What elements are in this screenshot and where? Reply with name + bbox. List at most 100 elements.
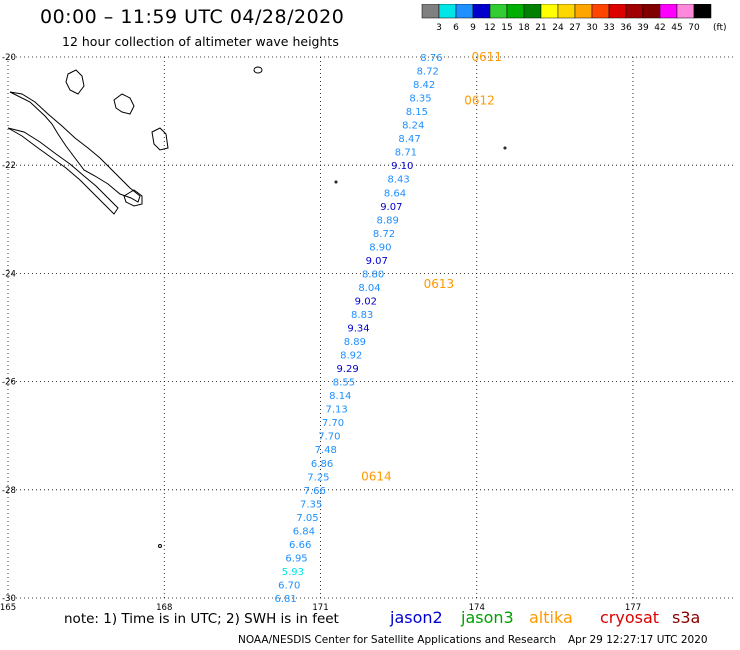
colorbar-tick-label: 27 [569, 23, 580, 32]
swh-value: 7.25 [307, 472, 329, 483]
swh-value: 8.72 [373, 229, 395, 240]
pass-time-label: 0611 [472, 50, 503, 64]
swh-value: 9.07 [380, 202, 402, 213]
latitude-tick-label: -30 [2, 594, 16, 604]
legend-jason2: jason2 [390, 608, 443, 627]
swh-value: 8.90 [369, 242, 391, 253]
page-title: 00:00 – 11:59 UTC 04/28/2020 [40, 6, 345, 28]
belep-island [65, 69, 85, 95]
swh-value: 7.66 [304, 486, 326, 497]
pass-time-label: 0614 [361, 469, 392, 483]
swh-value: 6.95 [285, 553, 307, 564]
swh-value: 9.29 [336, 364, 358, 375]
units-note: note: 1) Time is in UTC; 2) SWH is in fe… [64, 611, 339, 627]
loyalty-island-1 [113, 93, 135, 115]
colorbar-tick-label: 39 [637, 23, 649, 32]
swh-value: 7.05 [296, 513, 318, 524]
legend-altika: altika [529, 608, 573, 627]
swh-value: 6.70 [278, 580, 300, 591]
colorbar-tick-label: 18 [518, 23, 530, 32]
swh-value: 8.76 [420, 53, 442, 64]
longitude-tick-label: 171 [312, 603, 328, 613]
matthew-island [334, 180, 338, 184]
swh-value: 6.84 [293, 526, 315, 537]
colorbar-tick-label: 12 [484, 23, 495, 32]
swh-value: 9.07 [366, 256, 388, 267]
swh-value: 7.70 [318, 432, 340, 443]
lat-lon-grid [7, 56, 736, 599]
swh-value: 8.83 [351, 310, 373, 321]
grande-terre-inner-coast [7, 127, 119, 215]
swh-value: 8.04 [358, 283, 380, 294]
swh-value: 6.66 [289, 540, 311, 551]
swh-value: 8.47 [398, 134, 420, 145]
swh-value: 7.35 [300, 499, 322, 510]
latitude-tick-label: -20 [2, 53, 16, 63]
credit-footer: NOAA/NESDIS Center for Satellite Applica… [238, 634, 556, 646]
colorbar-tick-label: 30 [586, 23, 598, 32]
swh-value: 8.89 [377, 215, 399, 226]
coastline [7, 66, 507, 548]
colorbar-tick-label: 45 [671, 23, 682, 32]
swh-value: 9.34 [347, 324, 369, 335]
loyalty-island-3 [123, 189, 143, 207]
swh-value: 6.86 [311, 459, 333, 470]
generation-timestamp: Apr 29 12:27:17 UTC 2020 [568, 634, 708, 646]
swh-value: 8.14 [329, 391, 351, 402]
axis-tick-labels: 165 168 171 174 177 -20 -22 -24 -26 -28 -30 [0, 53, 641, 613]
swh-value: 7.13 [326, 405, 348, 416]
new-caledonia-coast [9, 91, 141, 203]
swh-value: 8.72 [417, 67, 439, 78]
latitude-tick-label: -24 [2, 269, 16, 279]
hunter-island [503, 146, 507, 150]
longitude-tick-label: 168 [156, 603, 172, 613]
colorbar-tick-label: 21 [535, 23, 546, 32]
colorbar-tick-label: 24 [552, 23, 564, 32]
legend-jason3: jason3 [461, 608, 514, 627]
wave-height-colorbar: 3 6 9 12 15 18 21 24 27 30 33 36 39 42 45 70 (ft) [421, 4, 727, 32]
colorbar-tick-label: 15 [501, 23, 512, 32]
pass-time-labels: 0611 0612 0613 0614 [361, 50, 502, 483]
colorbar-tick-label: 36 [620, 23, 632, 32]
swh-value: 7.48 [315, 445, 337, 456]
colorbar-tick-label: 42 [654, 23, 665, 32]
pass-time-label: 0612 [464, 93, 495, 107]
colorbar-tick-label: 70 [688, 23, 700, 32]
swh-value: 8.15 [406, 107, 428, 118]
loyalty-island-2 [151, 127, 169, 151]
latitude-tick-label: -26 [2, 378, 16, 388]
colorbar-unit-label: (ft) [713, 23, 727, 32]
swh-value: 8.35 [409, 94, 431, 105]
colorbar-tick-label: 6 [453, 23, 459, 32]
swh-value: 8.92 [340, 351, 362, 362]
latitude-tick-label: -28 [2, 486, 16, 496]
swh-value: 8.55 [333, 378, 355, 389]
colorbar-tick-label: 9 [470, 23, 476, 32]
map-frame [8, 57, 736, 598]
latitude-tick-label: -22 [2, 161, 16, 171]
pass-time-label: 0613 [424, 277, 455, 291]
colorbar-swatch [693, 4, 712, 19]
longitude-tick-label: 177 [625, 603, 641, 613]
swh-value: 8.71 [395, 148, 417, 159]
longitude-tick-label: 174 [469, 603, 485, 613]
swh-value: 7.70 [322, 418, 344, 429]
swh-value: 9.10 [391, 161, 413, 172]
legend-cryosat: cryosat [600, 608, 660, 627]
norfolk-area-island [158, 544, 162, 548]
walpole-island [253, 66, 263, 74]
swh-value: 8.80 [362, 269, 384, 280]
swh-value: 5.93 [282, 567, 304, 578]
swh-value: 8.89 [344, 337, 366, 348]
swh-value: 8.64 [384, 188, 406, 199]
longitude-tick-label: 165 [0, 603, 16, 613]
page-subtitle: 12 hour collection of altimeter wave hei… [62, 34, 339, 49]
swh-value: 8.43 [387, 175, 409, 186]
swh-value: 8.42 [413, 80, 435, 91]
swh-value: 8.24 [402, 121, 424, 132]
wave-height-labels: 8.76 8.72 8.42 8.35 8.15 8.24 8.47 8.71 9.10 8.43… [274, 53, 442, 605]
swh-value: 6.81 [274, 594, 296, 605]
legend-s3a: s3a [672, 608, 701, 627]
swh-value: 9.02 [355, 296, 377, 307]
